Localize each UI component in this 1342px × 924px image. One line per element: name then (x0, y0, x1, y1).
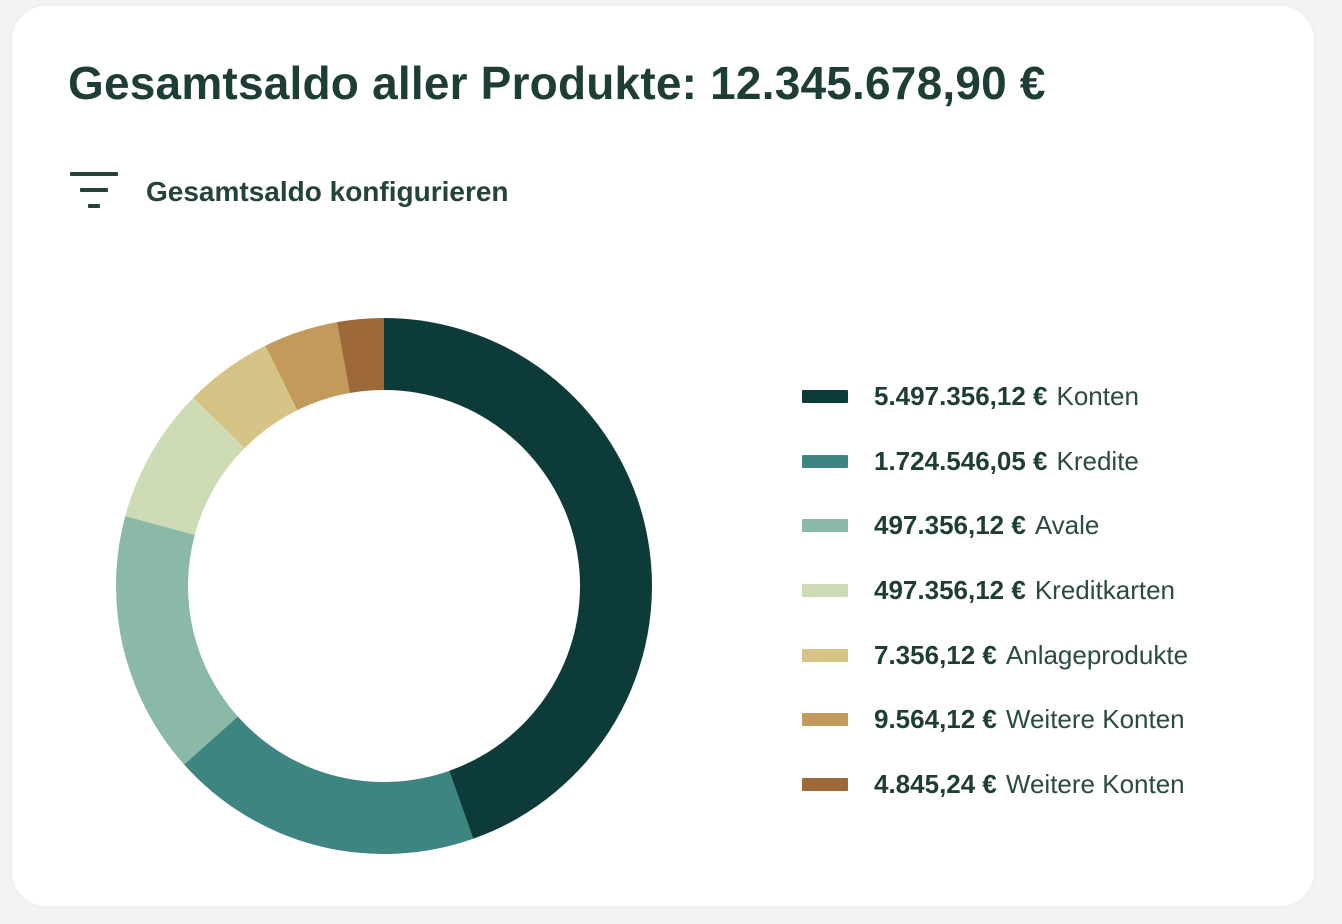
donut-slice-1 (184, 716, 474, 854)
legend-label: Konten (1056, 380, 1139, 411)
donut-slice-3 (125, 397, 245, 535)
donut-slice-0 (384, 318, 652, 839)
legend-swatch (802, 519, 848, 533)
legend-swatch (802, 389, 848, 403)
total-balance-card: Gesamtsaldo aller Produkte: 12.345.678,9… (12, 6, 1314, 906)
legend-value: 7.356,12 € (874, 639, 997, 670)
legend-value: 4.845,24 € (874, 768, 997, 799)
legend-label: Avale (1034, 510, 1100, 541)
legend-item: 497.356,12 € Avale (802, 493, 1188, 558)
legend-swatch (802, 583, 848, 597)
legend-swatch (802, 777, 848, 791)
legend-value: 1.724.546,05 € (874, 445, 1048, 476)
legend-value: 497.356,12 € (874, 574, 1026, 605)
legend-item: 9.564,12 € Weitere Konten (802, 687, 1188, 752)
legend-label: Weitere Konten (1005, 768, 1185, 799)
legend-value: 9.564,12 € (874, 704, 997, 735)
page-title: Gesamtsaldo aller Produkte: 12.345.678,9… (68, 57, 1046, 109)
legend-swatch (802, 713, 848, 727)
configure-balance-label: Gesamtsaldo konfigurieren (146, 176, 509, 207)
filter-icon (70, 172, 118, 208)
balance-donut-chart (116, 318, 652, 854)
legend-item: 1.724.546,05 € Kredite (802, 429, 1188, 494)
legend-value: 5.497.356,12 € (874, 380, 1048, 411)
legend-item: 7.356,12 € Anlageprodukte (802, 623, 1188, 688)
legend-swatch (802, 454, 848, 468)
legend-label: Kredite (1056, 445, 1139, 476)
chart-legend: 5.497.356,12 € Konten 1.724.546,05 € Kredit… (802, 364, 1188, 817)
legend-swatch (802, 648, 848, 662)
legend-item: 4.845,24 € Weitere Konten (802, 752, 1188, 817)
legend-label: Anlageprodukte (1005, 639, 1189, 670)
legend-item: 5.497.356,12 € Konten (802, 364, 1188, 429)
donut-slice-5 (265, 322, 350, 411)
legend-label: Kreditkarten (1034, 574, 1175, 605)
donut-slice-4 (193, 345, 298, 449)
donut-slice-6 (337, 318, 384, 394)
configure-balance-button[interactable]: Gesamtsaldo konfigurieren (68, 166, 509, 218)
donut-slice-2 (116, 516, 238, 765)
legend-label: Weitere Konten (1005, 704, 1185, 735)
legend-item: 497.356,12 € Kreditkarten (802, 558, 1188, 623)
legend-value: 497.356,12 € (874, 510, 1026, 541)
